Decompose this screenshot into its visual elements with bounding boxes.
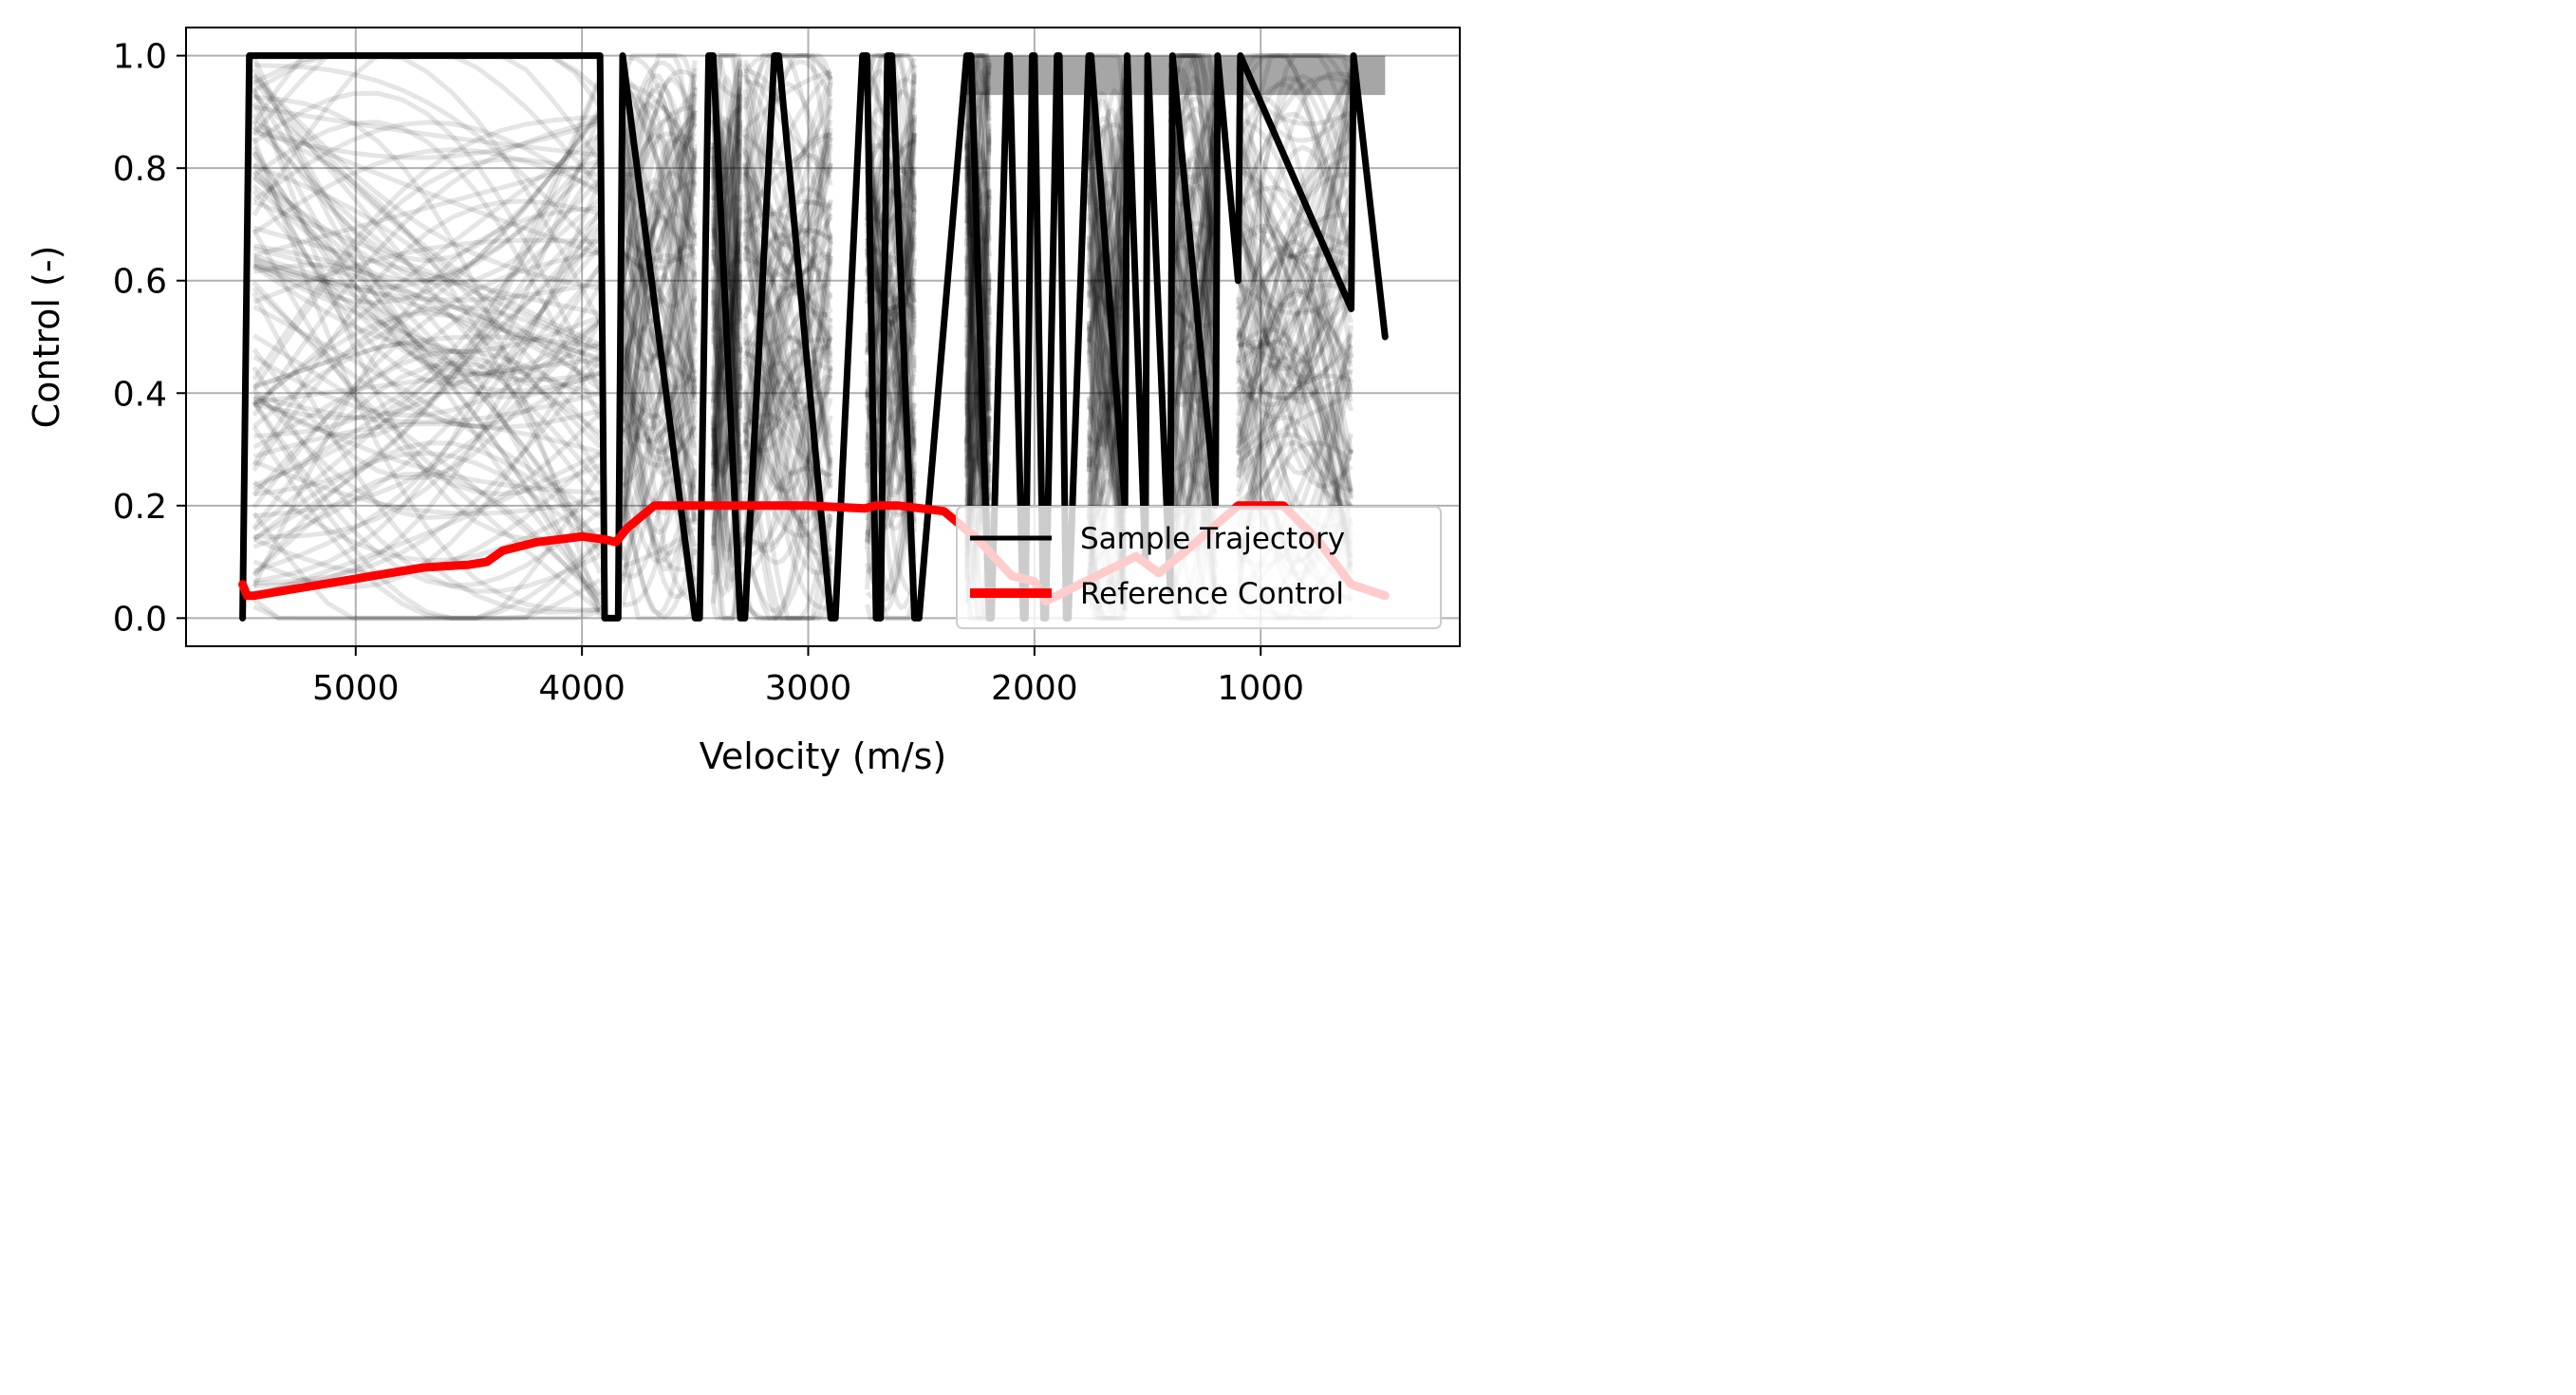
legend-label-reference-control: Reference Control xyxy=(1080,577,1344,611)
y-tick-label: 0.2 xyxy=(113,488,167,527)
y-tick-label: 0.4 xyxy=(113,375,167,414)
y-tick-label: 0.0 xyxy=(113,600,167,639)
sample-trajectory-line xyxy=(252,53,1354,604)
sample-trajectory-line xyxy=(252,107,1354,602)
sample-trajectory-line xyxy=(252,53,1354,568)
y-tick-label: 1.0 xyxy=(113,38,167,77)
x-tick-label: 1000 xyxy=(1217,669,1304,708)
y-tick-label: 0.8 xyxy=(113,150,167,189)
legend-label-sample-trajectory: Sample Trajectory xyxy=(1080,522,1345,556)
sample-trajectory-line xyxy=(252,59,1354,590)
x-axis-label: Velocity (m/s) xyxy=(700,735,946,777)
y-axis-ticks: 0.0 0.2 0.4 0.6 0.8 1.0 xyxy=(113,38,186,639)
sample-trajectory-line xyxy=(252,53,1354,590)
chart-figure: 5000 4000 3000 2000 1000 0.00.20.40.60.81.0 … xyxy=(0,0,1481,801)
x-tick-label: 2000 xyxy=(991,669,1078,708)
plot-area-frame xyxy=(185,27,1461,647)
y-tick-label: 0.6 xyxy=(113,263,167,302)
x-tick-label: 3000 xyxy=(765,669,852,708)
legend-box xyxy=(956,506,1442,629)
sample-trajectory-line xyxy=(252,101,1354,621)
x-axis-ticks: 5000 4000 3000 2000 1000 xyxy=(312,646,1304,708)
x-tick-label: 4000 xyxy=(538,669,625,708)
sample-trajectory-line xyxy=(252,53,1353,580)
y-axis-label: Control (-) xyxy=(26,246,67,429)
x-tick-label: 5000 xyxy=(312,669,400,708)
legend: Sample Trajectory Reference Control xyxy=(956,506,1442,629)
sample-trajectory-line xyxy=(252,85,1353,599)
